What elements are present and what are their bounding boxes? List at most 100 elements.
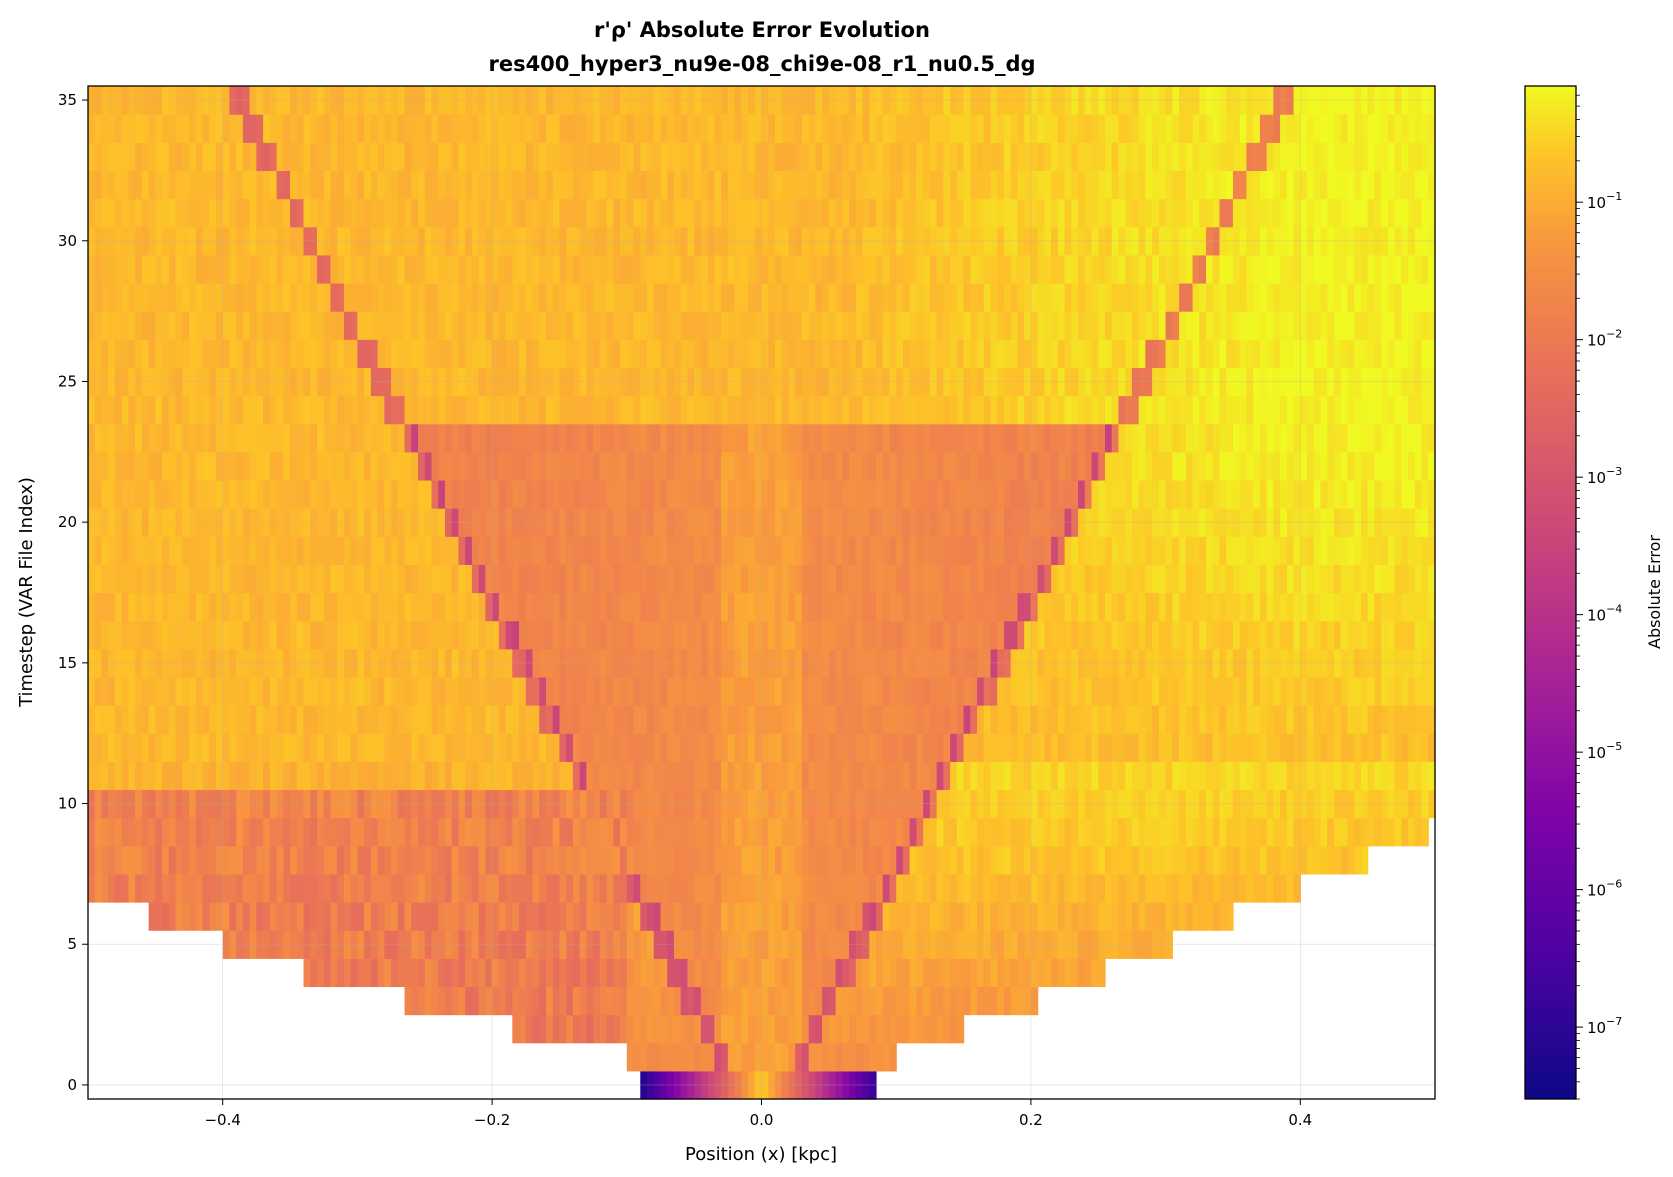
heatmap-cell [182, 451, 190, 481]
heatmap-cell [990, 311, 998, 340]
heatmap-cell [249, 789, 257, 819]
heatmap-cell [593, 536, 601, 565]
heatmap-cell [492, 789, 500, 819]
heatmap-cell [525, 845, 534, 875]
heatmap-cell [478, 339, 486, 368]
heatmap-cell [229, 930, 237, 959]
heatmap-cell [519, 536, 527, 565]
heatmap-cell [876, 902, 884, 931]
heatmap-cell [795, 592, 803, 622]
heatmap-cell [545, 817, 554, 847]
heatmap-cell [404, 564, 412, 594]
heatmap-cell [242, 902, 251, 931]
heatmap-cell [1179, 733, 1187, 762]
heatmap-cell [640, 451, 648, 481]
heatmap-cell [242, 789, 251, 819]
heatmap-cell [1259, 423, 1268, 453]
heatmap-cell [1374, 817, 1382, 847]
heatmap-cell [936, 620, 944, 650]
heatmap-cell [700, 986, 709, 1016]
heatmap-cell [599, 789, 608, 819]
heatmap-cell [633, 395, 641, 425]
heatmap-cell [1179, 873, 1187, 903]
heatmap-cell [337, 958, 345, 988]
heatmap-cell [869, 508, 877, 537]
heatmap-cell [774, 761, 783, 791]
heatmap-cell [1078, 367, 1086, 397]
heatmap-cell [1185, 648, 1194, 678]
heatmap-cell [128, 508, 136, 537]
heatmap-cell [316, 339, 325, 368]
heatmap-cell [788, 761, 796, 791]
heatmap-cell [135, 789, 143, 819]
heatmap-cell [498, 789, 507, 819]
heatmap-cell [276, 311, 284, 340]
heatmap-cell [842, 311, 850, 340]
heatmap-cell [512, 564, 520, 594]
heatmap-cell [1071, 451, 1079, 481]
heatmap-cell [1307, 395, 1315, 425]
heatmap-cell [606, 676, 614, 706]
heatmap-cell [108, 395, 116, 425]
heatmap-cell [970, 761, 978, 791]
heatmap-cell [404, 705, 412, 734]
heatmap-cell [498, 705, 507, 734]
heatmap-cell [1057, 902, 1066, 931]
heatmap-cell [1367, 508, 1375, 537]
heatmap-cell [1111, 789, 1120, 819]
heatmap-cell [357, 789, 365, 819]
heatmap-cell [929, 676, 938, 706]
heatmap-cell [195, 282, 204, 312]
heatmap-cell [215, 564, 224, 594]
heatmap-cell [721, 902, 729, 931]
heatmap-cell [761, 705, 769, 734]
heatmap-cell [478, 508, 486, 537]
heatmap-cell [963, 423, 971, 453]
heatmap-cell [1354, 564, 1362, 594]
heatmap-cell [444, 592, 453, 622]
heatmap-cell [1185, 817, 1194, 847]
heatmap-cell [1084, 648, 1093, 678]
heatmap-cell [983, 648, 992, 678]
heatmap-cell [1017, 958, 1025, 988]
heatmap-cell [1199, 479, 1207, 509]
heatmap-cell [88, 873, 96, 903]
heatmap-cell [135, 367, 143, 397]
heatmap-cell [1179, 367, 1187, 397]
heatmap-cell [882, 479, 891, 509]
heatmap-cell [88, 311, 96, 340]
heatmap-cell [1104, 423, 1113, 453]
heatmap-cell [620, 1014, 628, 1044]
heatmap-cell [290, 339, 298, 368]
heatmap-cell [1030, 479, 1039, 509]
heatmap-cell [1084, 367, 1093, 397]
heatmap-cell [88, 676, 96, 706]
heatmap-cell [512, 705, 520, 734]
heatmap-cell [337, 395, 345, 425]
heatmap-cell [741, 395, 749, 425]
heatmap-cell [263, 676, 271, 706]
heatmap-cell [1239, 620, 1248, 650]
heatmap-cell [1071, 564, 1079, 594]
heatmap-cell [869, 648, 877, 678]
heatmap-cell [673, 479, 682, 509]
heatmap-cell [1057, 958, 1066, 988]
heatmap-cell [929, 648, 938, 678]
heatmap-cell [559, 367, 567, 397]
heatmap-cell [761, 282, 769, 312]
heatmap-cell [431, 761, 439, 791]
heatmap-cell [633, 451, 641, 481]
heatmap-cell [727, 592, 736, 622]
heatmap-cell [1104, 817, 1113, 847]
heatmap-cell [943, 676, 951, 706]
heatmap-cell [1057, 564, 1066, 594]
heatmap-cell [276, 423, 284, 453]
heatmap-cell [1333, 395, 1342, 425]
heatmap-cell [222, 311, 231, 340]
heatmap-cell [862, 592, 870, 622]
heatmap-cell [599, 395, 608, 425]
heatmap-cell [195, 592, 204, 622]
heatmap-cell [943, 817, 951, 847]
heatmap-cell [128, 395, 136, 425]
heatmap-cell [1307, 508, 1315, 537]
